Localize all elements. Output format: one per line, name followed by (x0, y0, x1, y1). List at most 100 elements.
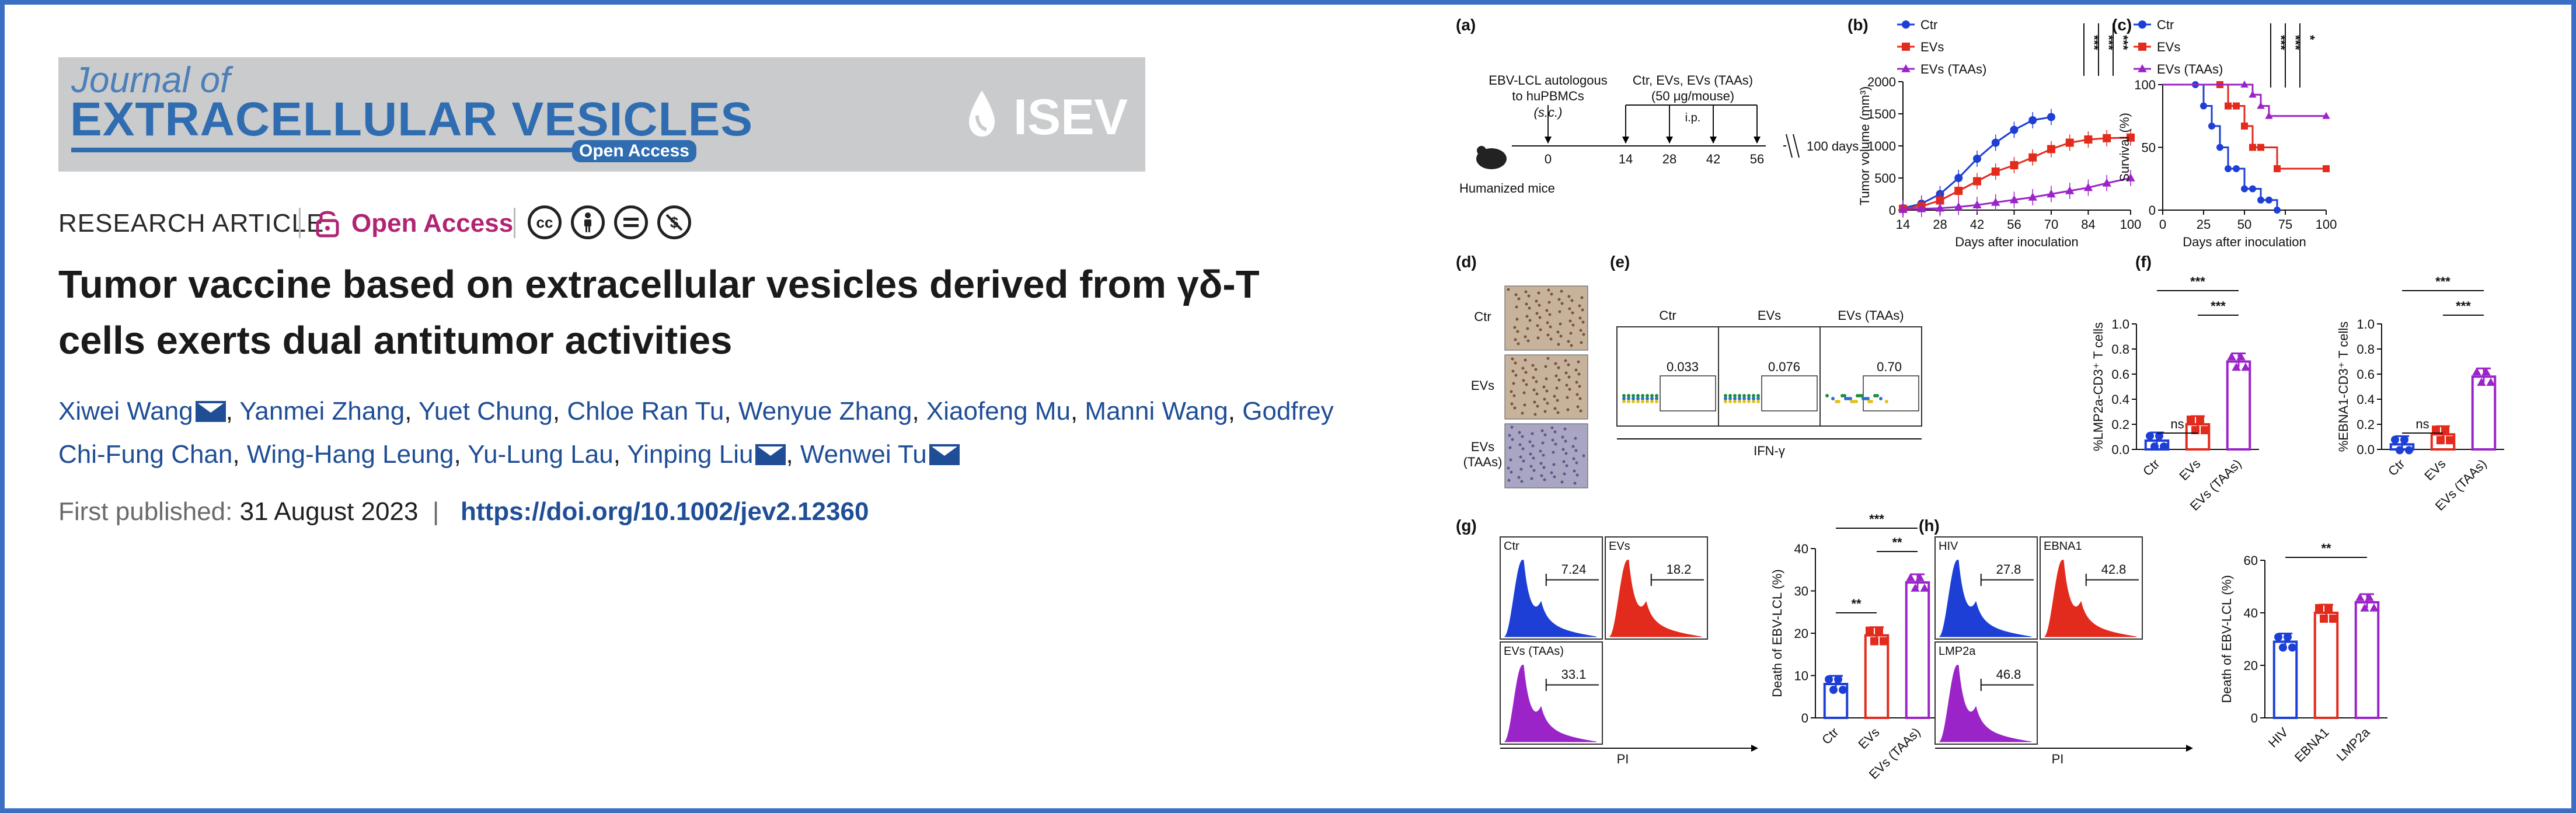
data-point (2065, 138, 2074, 147)
data-point (2216, 144, 2223, 151)
x-tick-label: 28 (1933, 217, 1947, 232)
data-point (2010, 161, 2019, 169)
published-label: First published: (58, 497, 233, 526)
ihc-cell (1549, 325, 1552, 329)
data-point (2047, 189, 2056, 198)
mouse-ear (1477, 146, 1486, 155)
ihc-cell (1514, 361, 1517, 365)
replicate-point (2400, 435, 2408, 444)
arrow-head (1622, 137, 1629, 144)
author-link[interactable]: Yinping Liu (627, 440, 754, 469)
ihc-cell (1519, 455, 1522, 459)
y-tick-label: 0.6 (2357, 367, 2375, 382)
author-link[interactable]: Yanmei Zhang (239, 397, 405, 425)
article-type: RESEARCH ARTICLE (58, 209, 325, 238)
author-link[interactable]: Wing-Hang Leung (246, 440, 454, 469)
replicate-point (2279, 643, 2287, 652)
significance-stars: *** (2087, 35, 2101, 50)
author-link[interactable]: Godfrey Chi-Fung Chan (58, 397, 1334, 469)
data-point (1954, 202, 1963, 211)
replicate-point (2232, 362, 2241, 371)
ihc-cell (1539, 449, 1542, 453)
sig-label: *** (1869, 512, 1884, 526)
y-tick-label: 100 (2134, 78, 2156, 92)
flow-event (1885, 400, 1888, 403)
author-link[interactable]: Xiwei Wang (58, 397, 193, 425)
x-tick-label: 14 (1896, 217, 1910, 232)
ihc-cell (1563, 427, 1567, 431)
author-link[interactable]: Manni Wang (1085, 397, 1228, 425)
flow-event (1742, 394, 1746, 397)
y-tick-label: 10 (1794, 669, 1808, 683)
flow-gate-value: 0.076 (1768, 360, 1800, 374)
ihc-cell (1522, 391, 1526, 395)
email-icon[interactable] (755, 444, 786, 465)
inoculation-label: EBV-LCL autologous (1489, 73, 1607, 88)
replicate-point (2155, 431, 2163, 440)
data-point (2225, 102, 2232, 110)
email-icon[interactable] (195, 401, 226, 422)
x-category-label: LMP2a (2334, 724, 2373, 764)
y-tick-label: 20 (2244, 658, 2258, 673)
ihc-cell (1543, 397, 1546, 401)
open-access-label[interactable]: Open Access (351, 209, 514, 238)
ihc-cell (1517, 476, 1521, 479)
flow-event (1646, 397, 1649, 400)
replicate-point (1825, 675, 1833, 683)
ihc-cell (1577, 360, 1580, 364)
ihc-cell (1547, 288, 1550, 292)
ihc-cell (1525, 383, 1528, 386)
panel-letter: (f) (2135, 253, 2152, 271)
ihc-cell (1580, 341, 1583, 344)
author-link[interactable]: Wenwei Tu (800, 440, 927, 469)
data-point (2065, 186, 2075, 194)
journal-banner[interactable]: Journal of EXTRACELLULAR VESICLES Open A… (58, 57, 1145, 172)
replicate-point (2196, 416, 2204, 424)
cc-icon[interactable]: cc (528, 205, 562, 239)
ihc-cell (1517, 342, 1520, 346)
journal-name: EXTRACELLULAR VESICLES (70, 93, 754, 146)
ihc-cell (1582, 333, 1585, 336)
data-point (2126, 173, 2135, 182)
author-link[interactable]: Xiaofeng Mu (926, 397, 1071, 425)
ihc-cell (1512, 394, 1516, 397)
email-icon[interactable] (929, 444, 960, 465)
timepoint-label: 28 (1662, 152, 1676, 166)
ihc-cell (1518, 443, 1522, 446)
author-link[interactable]: Yu-Lung Lau (468, 440, 614, 469)
ihc-cell (1560, 480, 1564, 484)
ihc-cell (1568, 319, 1572, 323)
y-tick-label: 1000 (1867, 139, 1896, 153)
flow-title: EVs (1758, 308, 1781, 323)
ihc-cell (1515, 317, 1519, 321)
nd-icon[interactable] (614, 205, 648, 239)
x-tick-label: 56 (2007, 217, 2021, 232)
y-tick-label: 50 (2142, 141, 2156, 155)
flow-event (1879, 397, 1883, 400)
y-tick-label: 0.2 (2111, 417, 2129, 432)
ihc-cell (1574, 437, 1577, 440)
y-tick-label: 1500 (1867, 107, 1896, 121)
ihc-row-label: Ctr (1474, 309, 1491, 324)
journal-rule (71, 148, 582, 152)
ihc-cell (1521, 411, 1524, 415)
ihc-cell (1532, 388, 1536, 392)
flow-event (1756, 394, 1760, 397)
ihc-cell (1524, 371, 1528, 374)
replicate-point (2288, 643, 2296, 652)
doi-link[interactable]: https://doi.org/10.1002/jev2.12360 (461, 497, 869, 526)
author-link[interactable]: Yuet Chung (418, 397, 553, 425)
ihc-cell (1516, 330, 1519, 333)
bar (2471, 375, 2497, 451)
x-category-label: EBNA1 (2292, 725, 2332, 765)
flow-event (1636, 400, 1640, 403)
by-icon[interactable] (571, 205, 605, 239)
flow-event (1728, 394, 1732, 397)
nc-icon[interactable]: $ (657, 205, 691, 239)
author-link[interactable]: Wenyue Zhang (738, 397, 912, 425)
replicate-point (2274, 633, 2282, 641)
histogram-gate-value: 7.24 (1561, 562, 1587, 577)
ihc-cell (1574, 449, 1578, 452)
author-link[interactable]: Chloe Ran Tu (567, 397, 724, 425)
ihc-cell (1570, 299, 1574, 302)
